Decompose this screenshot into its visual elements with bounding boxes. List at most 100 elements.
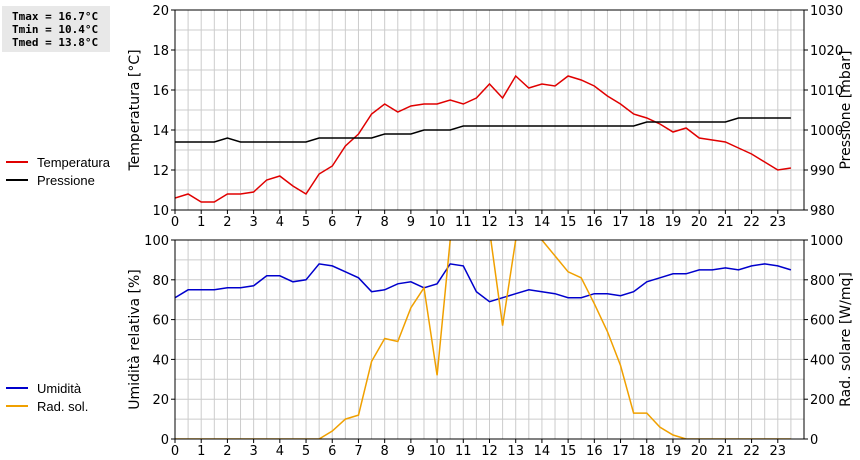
legend-label-rad-sol: Rad. sol. bbox=[37, 398, 89, 414]
y2-axis-title: Rad. solare [W/mq] bbox=[838, 272, 854, 407]
y-tick-label: 20 bbox=[152, 4, 169, 19]
y2-tick-label: 800 bbox=[810, 274, 835, 289]
y-axis-title: Temperatura [°C] bbox=[127, 49, 143, 171]
x-tick-label: 12 bbox=[481, 215, 498, 230]
y-tick-label: 60 bbox=[152, 314, 169, 329]
legend-item-temperatura: Temperatura bbox=[6, 153, 110, 171]
x-tick-label: 4 bbox=[276, 444, 284, 459]
series-line-temperatura bbox=[175, 74, 792, 203]
x-tick-label: 11 bbox=[455, 215, 472, 230]
x-tick-label: 17 bbox=[612, 215, 629, 230]
chart-bottom: 0 1 2 3 4 5 6 7 8 9 10 11 12 13 14 15 16 17 18 19 20 21 22 2302… bbox=[127, 234, 854, 459]
x-tick-label: 22 bbox=[743, 215, 760, 230]
x-tick-label: 22 bbox=[743, 444, 760, 459]
x-tick-label: 13 bbox=[507, 444, 524, 459]
y-tick-label: 16 bbox=[152, 84, 169, 99]
y-tick-label: 100 bbox=[144, 234, 169, 249]
x-tick-label: 15 bbox=[560, 444, 577, 459]
y2-tick-label: 980 bbox=[810, 204, 835, 219]
series-line-umidit bbox=[175, 263, 792, 303]
y2-tick-label: 200 bbox=[810, 393, 835, 408]
x-tick-label: 8 bbox=[381, 444, 389, 459]
x-tick-label: 0 bbox=[171, 444, 179, 459]
x-tick-label: 15 bbox=[560, 215, 577, 230]
x-tick-label: 3 bbox=[249, 444, 257, 459]
x-tick-label: 17 bbox=[612, 444, 629, 459]
x-tick-label: 5 bbox=[302, 215, 310, 230]
y2-tick-label: 1010 bbox=[810, 84, 843, 99]
y2-tick-label: 0 bbox=[810, 433, 818, 448]
legend-swatch-umidita bbox=[6, 387, 28, 389]
tmed-label: Tmed = 13.8°C bbox=[12, 36, 99, 49]
y2-tick-label: 990 bbox=[810, 164, 835, 179]
x-tick-label: 3 bbox=[249, 215, 257, 230]
x-tick-label: 19 bbox=[665, 215, 682, 230]
tmin-label: Tmin = 10.4°C bbox=[12, 23, 99, 36]
legend-swatch-pressione bbox=[6, 179, 28, 181]
y-tick-label: 20 bbox=[152, 393, 169, 408]
x-tick-label: 18 bbox=[638, 215, 655, 230]
x-tick-label: 1 bbox=[197, 215, 205, 230]
x-tick-label: 6 bbox=[328, 215, 336, 230]
x-tick-label: 11 bbox=[455, 444, 472, 459]
y2-tick-label: 1000 bbox=[810, 234, 843, 249]
x-tick-label: 4 bbox=[276, 215, 284, 230]
x-tick-label: 9 bbox=[407, 444, 415, 459]
x-tick-label: 20 bbox=[691, 215, 708, 230]
legend-top: Temperatura Pressione bbox=[6, 153, 110, 189]
x-tick-label: 12 bbox=[481, 444, 498, 459]
legend-label-umidita: Umidità bbox=[37, 380, 82, 396]
stats-box: Tmax = 16.7°C Tmin = 10.4°C Tmed = 13.8°… bbox=[2, 6, 110, 52]
legend-label-temperatura: Temperatura bbox=[37, 154, 110, 170]
x-tick-label: 10 bbox=[429, 444, 446, 459]
x-tick-label: 2 bbox=[223, 444, 231, 459]
y2-tick-label: 1000 bbox=[810, 124, 843, 139]
y-tick-label: 12 bbox=[152, 164, 169, 179]
x-tick-label: 21 bbox=[717, 215, 734, 230]
x-tick-label: 13 bbox=[507, 215, 524, 230]
y-tick-label: 40 bbox=[152, 353, 169, 368]
legend-bottom: Umidità Rad. sol. bbox=[6, 379, 88, 415]
x-tick-label: 23 bbox=[770, 444, 787, 459]
legend-label-pressione: Pressione bbox=[37, 172, 95, 188]
x-tick-label: 16 bbox=[586, 215, 603, 230]
x-tick-label: 5 bbox=[302, 444, 310, 459]
legend-swatch-rad-sol bbox=[6, 405, 28, 407]
y-axis-title: Umidità relativa [%] bbox=[127, 269, 143, 410]
y2-tick-label: 400 bbox=[810, 353, 835, 368]
x-tick-label: 14 bbox=[534, 444, 551, 459]
y-tick-label: 0 bbox=[161, 433, 169, 448]
y-tick-label: 14 bbox=[152, 124, 169, 139]
series-line-rad-sol bbox=[175, 240, 791, 439]
x-tick-label: 23 bbox=[770, 215, 787, 230]
x-tick-label: 21 bbox=[717, 444, 734, 459]
x-tick-label: 7 bbox=[354, 444, 362, 459]
x-tick-label: 1 bbox=[197, 444, 205, 459]
legend-item-rad-sol: Rad. sol. bbox=[6, 397, 88, 415]
x-tick-label: 6 bbox=[328, 444, 336, 459]
legend-swatch-temperatura bbox=[6, 161, 28, 163]
tmax-label: Tmax = 16.7°C bbox=[12, 10, 99, 23]
x-tick-label: 8 bbox=[381, 215, 389, 230]
x-tick-label: 14 bbox=[534, 215, 551, 230]
y2-tick-label: 600 bbox=[810, 314, 835, 329]
x-tick-label: 2 bbox=[223, 215, 231, 230]
y-tick-label: 18 bbox=[152, 44, 169, 59]
x-tick-label: 19 bbox=[665, 444, 682, 459]
x-tick-label: 9 bbox=[407, 215, 415, 230]
chart-top: 0 1 2 3 4 5 6 7 8 9 10 11 12 13 14 15 16 17 18 19 20 21 22 2310… bbox=[127, 4, 854, 230]
x-tick-label: 10 bbox=[429, 215, 446, 230]
y2-tick-label: 1030 bbox=[810, 4, 843, 19]
y-tick-label: 80 bbox=[152, 274, 169, 289]
y-tick-label: 10 bbox=[152, 204, 169, 219]
series-line-pressione bbox=[175, 117, 791, 143]
x-tick-label: 7 bbox=[354, 215, 362, 230]
legend-item-pressione: Pressione bbox=[6, 171, 110, 189]
x-tick-label: 18 bbox=[638, 444, 655, 459]
x-tick-label: 0 bbox=[171, 215, 179, 230]
x-tick-label: 20 bbox=[691, 444, 708, 459]
legend-item-umidita: Umidità bbox=[6, 379, 88, 397]
y2-tick-label: 1020 bbox=[810, 44, 843, 59]
y2-axis-title: Pressione [mbar] bbox=[838, 50, 854, 169]
